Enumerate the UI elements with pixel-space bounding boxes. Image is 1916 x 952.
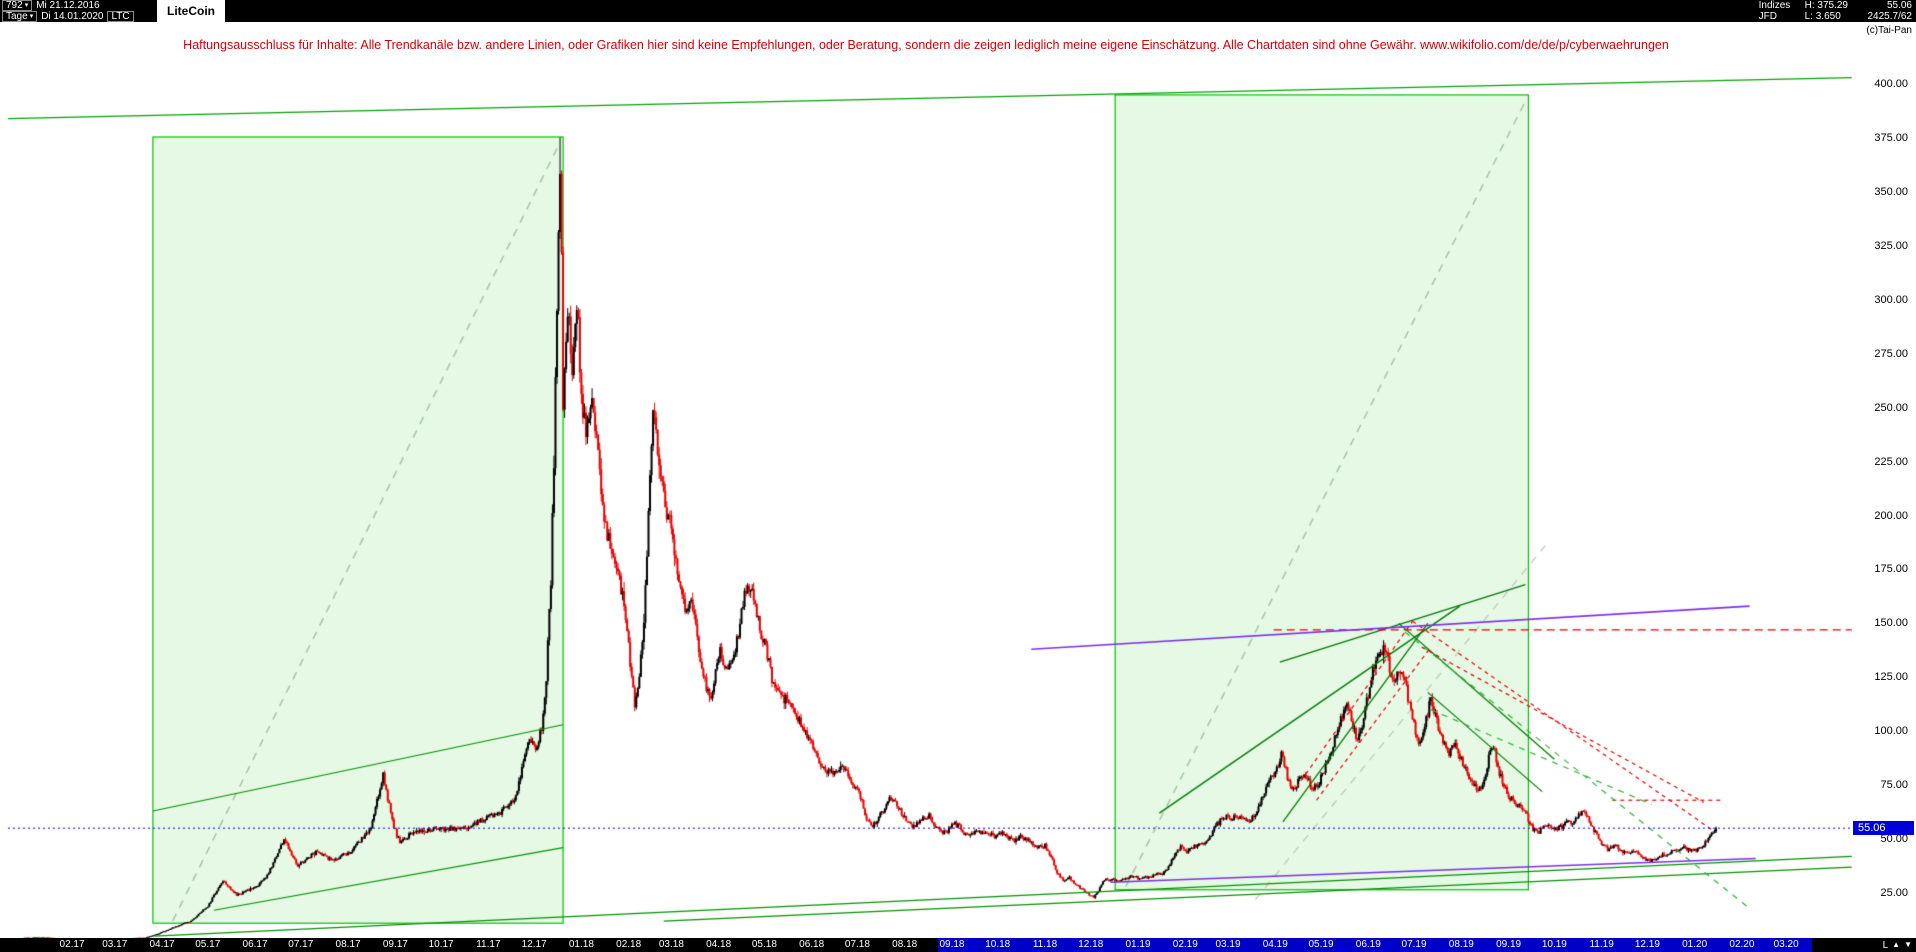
chart-canvas[interactable] [0,22,1852,938]
y-axis-label: 275.00 [1874,347,1908,360]
y-axis-label: 200.00 [1874,509,1908,522]
x-axis-label: 03.18 [658,939,684,950]
x-axis-label: 01.20 [1682,939,1708,950]
x-axis-label: 09.17 [382,939,408,950]
period-high: H: 375.29 [1804,0,1848,11]
quote-info-cluster: Indizes H: 375.29 JFD L: 3.650 55.06 242… [1758,0,1912,22]
x-axis-label: 09.18 [939,939,965,950]
x-axis-label: 02.19 [1172,939,1198,950]
x-axis-label: 02.20 [1729,939,1755,950]
x-axis-label: 09.19 [1496,939,1522,950]
x-axis-label: 06.19 [1355,939,1381,950]
y-axis-label: 75.00 [1880,779,1908,792]
y-axis-label: 350.00 [1874,185,1908,198]
volume-value: 2425.7/62 [1867,11,1913,22]
y-axis-label: 125.00 [1874,671,1908,684]
chart-settings-cluster: 792 ▾ Mi 21.12.2016 Tage ▾ Di 14.01.2020… [2,0,134,22]
x-axis-label: 08.18 [892,939,918,950]
x-axis-label: 01.19 [1125,939,1151,950]
y-axis-label: 175.00 [1874,563,1908,576]
bars-count-value: 792 [6,0,23,11]
x-axis-label: 11.17 [476,939,501,950]
symbol-badge[interactable]: LTC [107,11,134,22]
x-axis-label: 07.17 [288,939,314,950]
x-axis-label: 04.18 [706,939,732,950]
y-axis: 25.00 50.00 75.00 100.00 125.00 150.00 175.00 2… [1852,22,1916,938]
x-axis-label: 02.17 [59,939,85,950]
x-axis-label: 04.19 [1262,939,1288,950]
scroll-down-button[interactable]: ▼ [1904,940,1912,949]
bars-count-field[interactable]: 792 ▾ [2,0,33,11]
y-axis-label: 225.00 [1874,455,1908,468]
x-axis-label: 03.20 [1773,939,1799,950]
x-axis: L ▲ ▼ 02.17 03.17 04.17 05.17 06.17 07.17 08.1… [0,938,1916,952]
y-axis-label: 50.00 [1880,833,1908,846]
dropdown-arrow-icon: ▾ [24,2,29,9]
copyright-label: (c)Tai-Pan [1866,25,1912,36]
x-axis-label: 05.19 [1308,939,1334,950]
y-axis-label: 375.00 [1874,132,1908,145]
x-axis-label: 02.18 [616,939,642,950]
x-axis-label: 12.19 [1634,939,1660,950]
y-axis-label: 25.00 [1880,887,1908,899]
x-axis-label: 03.19 [1215,939,1241,950]
y-axis-label: 300.00 [1874,293,1908,306]
broker-label[interactable]: JFD [1758,11,1777,22]
x-axis-label: 12.18 [1078,939,1104,950]
y-axis-label: 150.00 [1874,617,1908,630]
period-low: L: 3.650 [1804,11,1841,22]
instrument-name[interactable]: LiteCoin [157,0,225,22]
x-axis-label: 04.17 [149,939,175,950]
x-axis-label: 11.19 [1589,939,1614,950]
last-price-tag: 55.06 [1853,821,1914,836]
scroll-label: L [1882,939,1889,951]
x-axis-label: 12.17 [521,939,547,950]
x-axis-highlight [937,938,1813,952]
period-value: Tage [6,11,28,22]
x-axis-label: 05.18 [751,939,777,950]
y-axis-label: 325.00 [1874,239,1908,252]
period-field[interactable]: Tage ▾ [2,11,38,22]
y-axis-label: 100.00 [1874,725,1908,738]
start-date: Mi 21.12.2016 [36,0,100,11]
x-axis-label: 11.18 [1032,939,1058,950]
x-axis-label: 10.17 [428,939,454,950]
x-axis-label: 07.19 [1401,939,1427,950]
y-axis-label: 400.00 [1874,78,1908,91]
top-bar: 792 ▾ Mi 21.12.2016 Tage ▾ Di 14.01.2020… [0,0,1916,22]
dropdown-arrow-icon: ▾ [29,13,34,20]
x-axis-label: 06.18 [799,939,825,950]
end-date: Di 14.01.2020 [41,11,104,22]
x-axis-label: 08.19 [1448,939,1474,950]
x-axis-label: 10.18 [985,939,1011,950]
y-axis-label: 250.00 [1874,401,1908,414]
x-axis-label: 10.19 [1541,939,1567,950]
x-axis-label: 05.17 [195,939,221,950]
market-label[interactable]: Indizes [1758,0,1791,11]
x-axis-label: 01.18 [568,939,594,950]
last-price-value: 55.06 [1886,0,1912,11]
x-axis-label: 07.18 [844,939,870,950]
scroll-up-button[interactable]: ▲ [1892,940,1901,949]
x-axis-label: 08.17 [335,939,361,950]
x-axis-label: 03.17 [102,939,128,950]
scroll-controls: L ▲ ▼ [1883,938,1912,952]
x-axis-label: 06.17 [242,939,268,950]
